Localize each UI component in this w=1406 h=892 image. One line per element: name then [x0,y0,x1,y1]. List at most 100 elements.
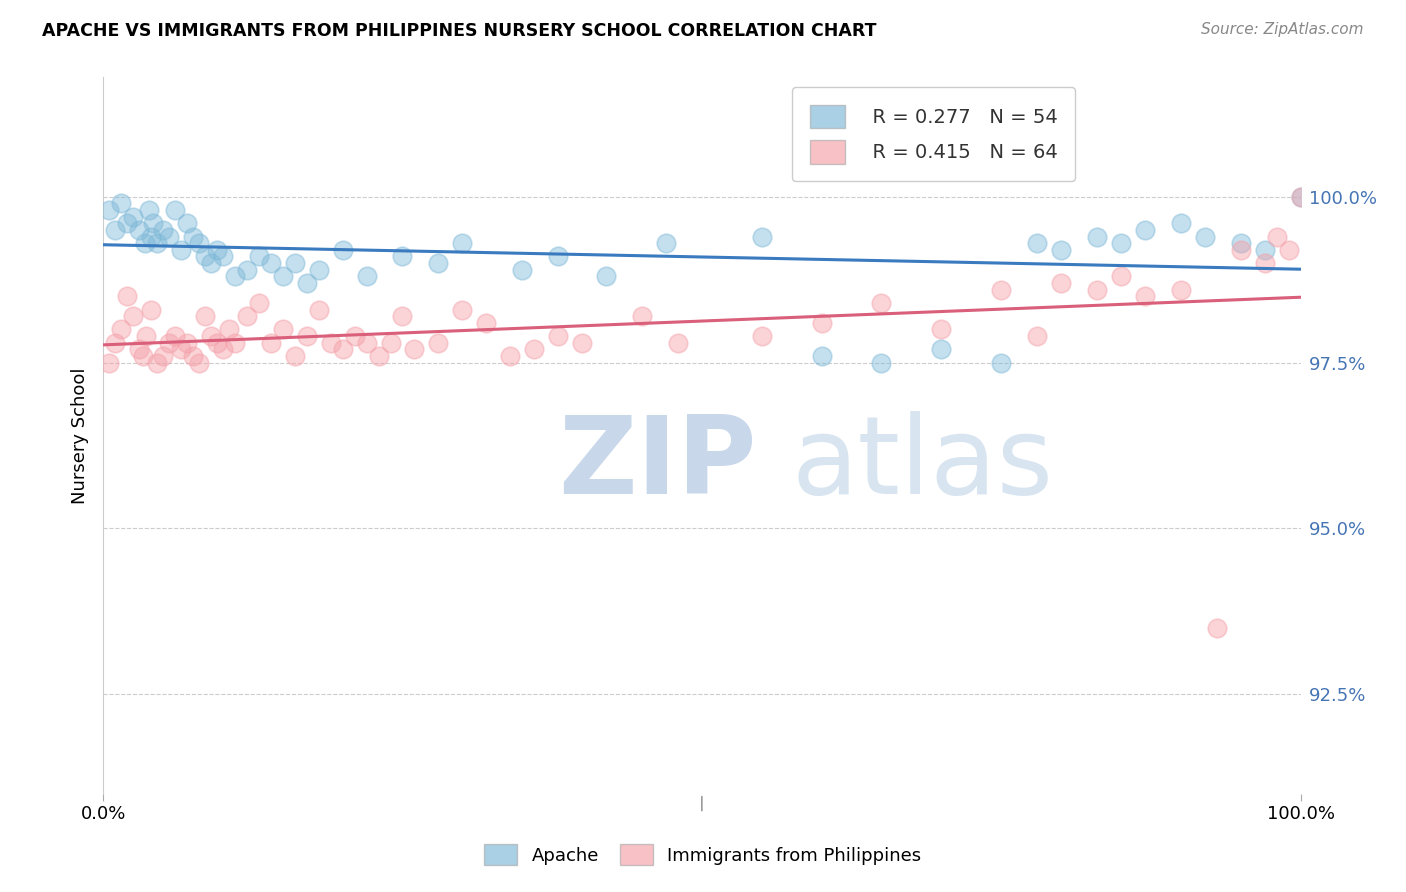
Point [332,343,354,357]
Point [260,335,283,350]
Point [1289,190,1312,204]
Point [98,356,121,370]
Point [260,256,283,270]
Point [181,229,204,244]
Point [152,223,174,237]
Point [170,243,193,257]
Point [194,309,217,323]
Point [115,216,138,230]
Point [547,329,569,343]
Point [1265,229,1288,244]
Point [157,229,180,244]
Point [142,216,165,230]
Point [139,229,162,244]
Point [1229,236,1251,251]
Point [295,329,318,343]
Point [146,236,169,251]
Point [595,269,617,284]
Point [163,203,186,218]
Point [212,343,235,357]
Y-axis label: Nursery School: Nursery School [72,368,89,504]
Point [152,349,174,363]
Point [128,343,150,357]
Point [1194,229,1216,244]
Point [404,343,426,357]
Point [499,349,522,363]
Point [1205,621,1227,635]
Point [931,322,953,336]
Point [427,335,450,350]
Point [1133,223,1156,237]
Point [284,256,307,270]
Point [631,309,654,323]
Point [135,329,157,343]
Point [187,356,209,370]
Legend: Apache, Immigrants from Philippines: Apache, Immigrants from Philippines [477,837,929,872]
Point [931,343,953,357]
Point [128,223,150,237]
Point [367,349,389,363]
Point [194,250,217,264]
Point [810,349,832,363]
Point [870,356,893,370]
Point [176,335,198,350]
Text: APACHE VS IMMIGRANTS FROM PHILIPPINES NURSERY SCHOOL CORRELATION CHART: APACHE VS IMMIGRANTS FROM PHILIPPINES NU… [42,22,877,40]
Point [391,309,413,323]
Point [343,329,366,343]
Point [810,316,832,330]
Point [122,210,145,224]
Point [332,243,354,257]
Point [990,283,1012,297]
Point [247,296,270,310]
Point [98,203,121,218]
Point [666,335,689,350]
Point [134,236,156,251]
Point [110,196,132,211]
Point [475,316,498,330]
Point [1170,216,1192,230]
Point [1050,243,1073,257]
Point [271,269,294,284]
Point [205,243,228,257]
Point [236,262,259,277]
Point [1026,329,1049,343]
Point [1050,276,1073,290]
Point [870,296,893,310]
Text: atlas: atlas [792,411,1053,517]
Point [176,216,198,230]
Point [271,322,294,336]
Point [1229,243,1251,257]
Point [104,335,127,350]
Point [571,335,593,350]
Point [138,203,160,218]
Point [104,223,127,237]
Point [139,302,162,317]
Point [181,349,204,363]
Point [655,236,678,251]
Point [1253,256,1275,270]
Point [122,309,145,323]
Point [236,309,259,323]
Point [205,335,228,350]
Point [990,356,1012,370]
Point [224,335,246,350]
Point [1026,236,1049,251]
Point [451,302,474,317]
Point [284,349,307,363]
Point [356,335,378,350]
Point [1289,190,1312,204]
Point [1109,269,1132,284]
Point [131,349,153,363]
Point [157,335,180,350]
Point [212,250,235,264]
Point [187,236,209,251]
Point [218,322,240,336]
Point [170,343,193,357]
Point [427,256,450,270]
Point [547,250,569,264]
Point [1253,243,1275,257]
Point [146,356,169,370]
Point [1085,283,1108,297]
Point [200,329,222,343]
Point [224,269,246,284]
